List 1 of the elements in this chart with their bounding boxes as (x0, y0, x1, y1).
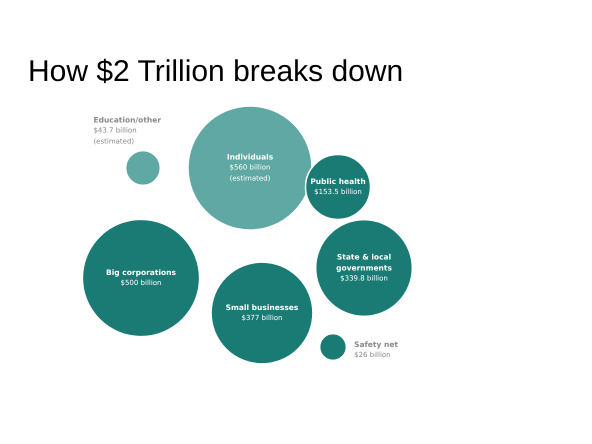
text: How $2 Trillion breaks down (28, 55, 404, 88)
